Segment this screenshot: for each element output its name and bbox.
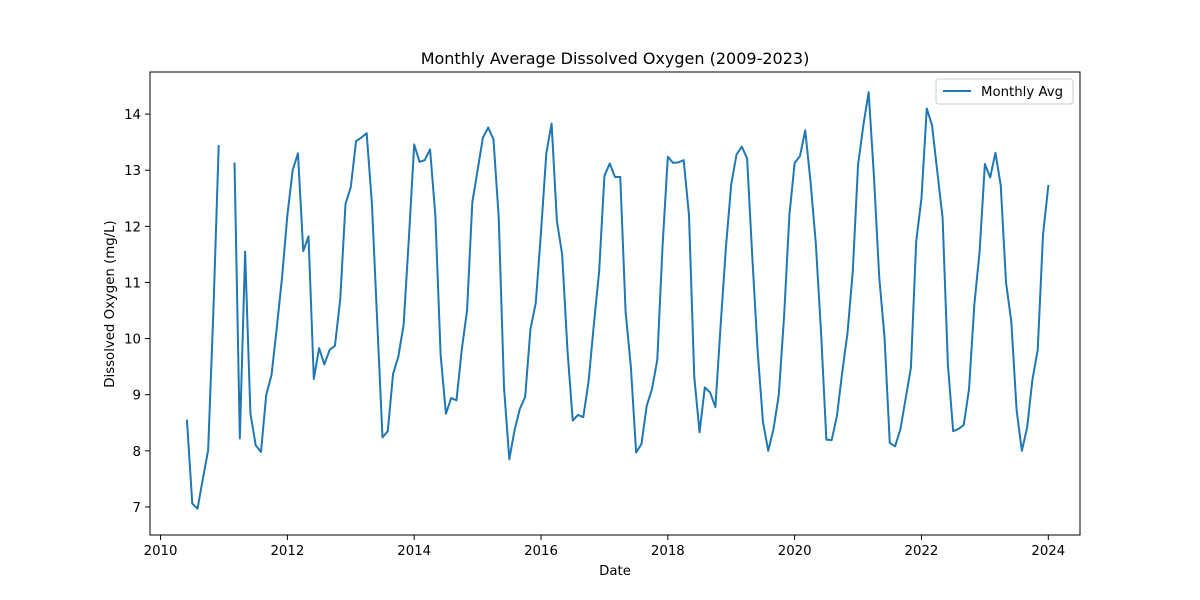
- series-layer: [185, 91, 1050, 510]
- y-tick-label: 8: [133, 445, 141, 460]
- y-tick-label: 13: [124, 164, 141, 179]
- legend-label: Monthly Avg: [981, 85, 1063, 100]
- y-tick-label: 7: [133, 501, 141, 516]
- x-tick-label: 2012: [270, 544, 304, 559]
- x-tick-label: 2022: [905, 544, 939, 559]
- y-tick-label: 9: [133, 389, 141, 404]
- x-axis-label: Date: [599, 564, 631, 579]
- y-axis-ticks: 7 8 9 10 11 12 13 14: [124, 108, 150, 516]
- legend: Monthly Avg: [935, 78, 1074, 105]
- x-tick-label: 2018: [651, 544, 685, 559]
- y-axis-label: Dissolved Oxygen (mg/L): [103, 220, 118, 387]
- plot-frame: [149, 71, 1081, 536]
- x-tick-label: 2024: [1031, 544, 1065, 559]
- y-tick-label: 10: [124, 333, 141, 348]
- chart-title: Monthly Average Dissolved Oxygen (2009-2…: [421, 49, 810, 68]
- y-tick-label: 11: [124, 276, 141, 291]
- x-tick-label: 2010: [144, 544, 178, 559]
- x-axis-ticks: 2010 2012 2014 2016 2018 2020 2022 2024: [144, 535, 1065, 559]
- series-line-monthly-avg: [233, 91, 1050, 461]
- x-tick-label: 2016: [524, 544, 558, 559]
- x-tick-label: 2020: [778, 544, 812, 559]
- y-tick-label: 14: [124, 108, 141, 123]
- y-tick-label: 12: [124, 220, 141, 235]
- x-tick-label: 2014: [397, 544, 431, 559]
- legend-box: [935, 78, 1074, 105]
- series-line-monthly-avg: [185, 145, 220, 510]
